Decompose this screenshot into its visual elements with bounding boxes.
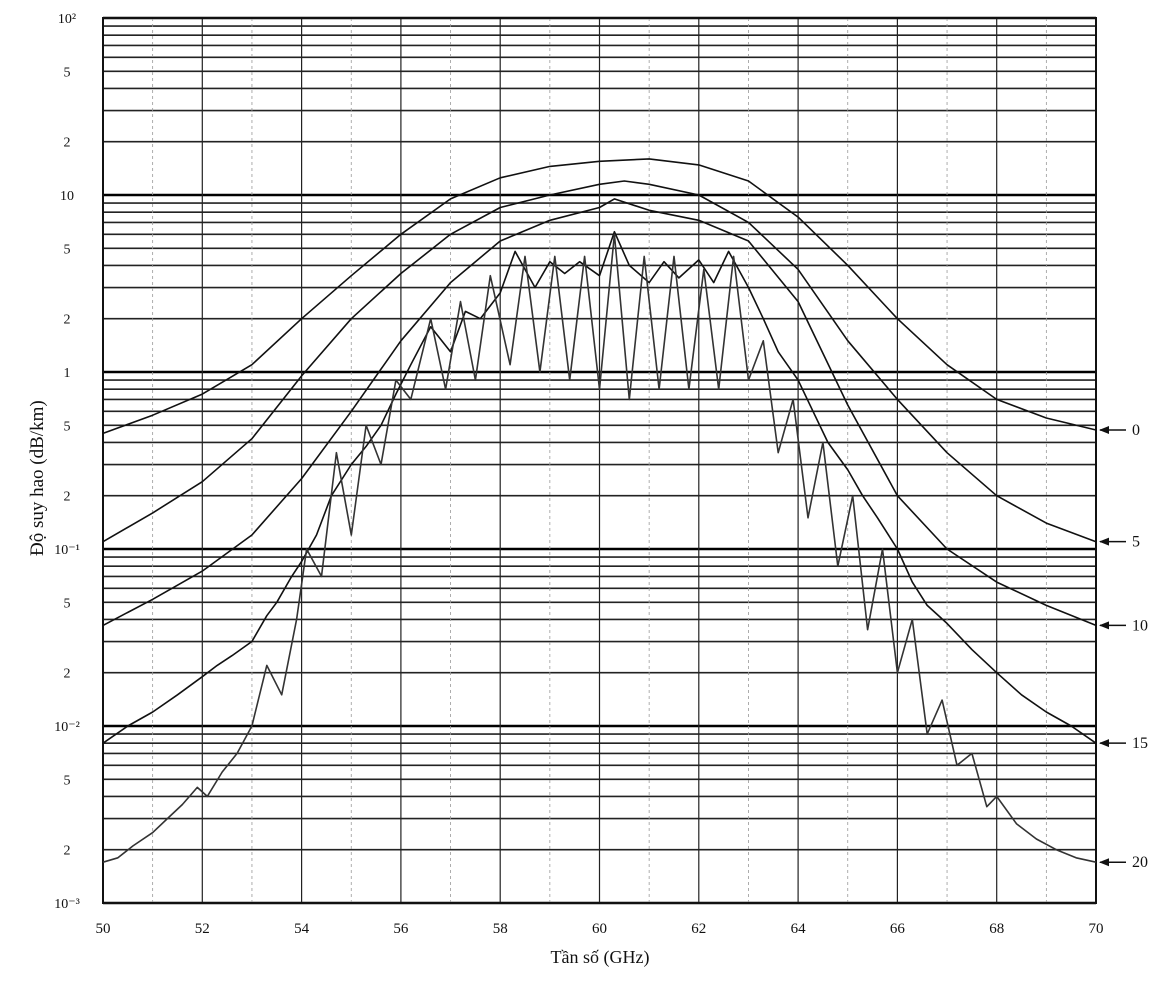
series-label: 0 bbox=[1132, 422, 1140, 439]
series-arrow-head bbox=[1099, 858, 1109, 867]
x-tick-label: 64 bbox=[791, 921, 807, 937]
series-line-0 bbox=[102, 158, 1097, 435]
series-arrow-head bbox=[1099, 537, 1109, 546]
series-line-5 bbox=[102, 180, 1097, 543]
x-tick-label: 52 bbox=[195, 921, 210, 937]
y-tick-label: 10⁻² bbox=[54, 720, 80, 735]
y-tick-label: 2 bbox=[64, 313, 71, 328]
x-tick-label: 70 bbox=[1089, 921, 1104, 937]
series-line-10 bbox=[102, 198, 1097, 627]
x-tick-label: 56 bbox=[393, 921, 409, 937]
x-axis-label: Tần số (GHz) bbox=[550, 947, 650, 967]
series-label-arrows: 0 5 10 15 20 bbox=[1099, 422, 1148, 871]
series-label: 20 bbox=[1132, 854, 1148, 871]
y-tick-label: 10⁻¹ bbox=[54, 543, 80, 558]
x-tick-labels: 50 52 54 56 58 60 62 64 66 68 70 bbox=[96, 921, 1104, 937]
y-tick-label: 5 bbox=[64, 596, 71, 611]
y-tick-label: 5 bbox=[64, 773, 71, 788]
y-tick-label: 5 bbox=[64, 419, 71, 434]
series-line-20 bbox=[102, 233, 1097, 863]
y-tick-label: 5 bbox=[64, 242, 71, 257]
y-tick-label: 2 bbox=[64, 667, 71, 682]
y-tick-label: 10 bbox=[60, 189, 74, 204]
y-tick-label: 2 bbox=[64, 844, 71, 859]
y-tick-label: 1 bbox=[64, 366, 71, 381]
x-tick-label: 66 bbox=[890, 921, 906, 937]
x-tick-label: 62 bbox=[691, 921, 706, 937]
series-arrow-head bbox=[1099, 426, 1109, 435]
x-tick-label: 58 bbox=[493, 921, 508, 937]
y-tick-label: 2 bbox=[64, 136, 71, 151]
x-tick-label: 60 bbox=[592, 921, 607, 937]
x-tick-label: 50 bbox=[96, 921, 111, 937]
x-tick-label: 54 bbox=[294, 921, 310, 937]
y-axis-label: Độ suy hao (dB/km) bbox=[27, 400, 48, 556]
y-tick-label: 5 bbox=[64, 65, 71, 80]
major-gridlines bbox=[102, 16, 1097, 905]
y-tick-labels: 10² 5 2 10 5 2 1 5 2 10⁻¹ 5 2 10⁻² 5 2 10⁻³ bbox=[54, 12, 80, 912]
series-label: 5 bbox=[1132, 534, 1140, 551]
y-tick-label: 2 bbox=[64, 490, 71, 505]
series-arrow-head bbox=[1099, 621, 1109, 630]
y-tick-label: 10² bbox=[58, 12, 76, 27]
plot-frame bbox=[102, 17, 1097, 904]
series-label: 10 bbox=[1132, 617, 1148, 634]
series-line-15 bbox=[102, 230, 1097, 744]
series-arrow-head bbox=[1099, 739, 1109, 748]
series-layer bbox=[102, 158, 1097, 863]
series-label: 15 bbox=[1132, 735, 1148, 752]
y-tick-label: 10⁻³ bbox=[54, 897, 80, 912]
x-tick-label: 68 bbox=[989, 921, 1004, 937]
